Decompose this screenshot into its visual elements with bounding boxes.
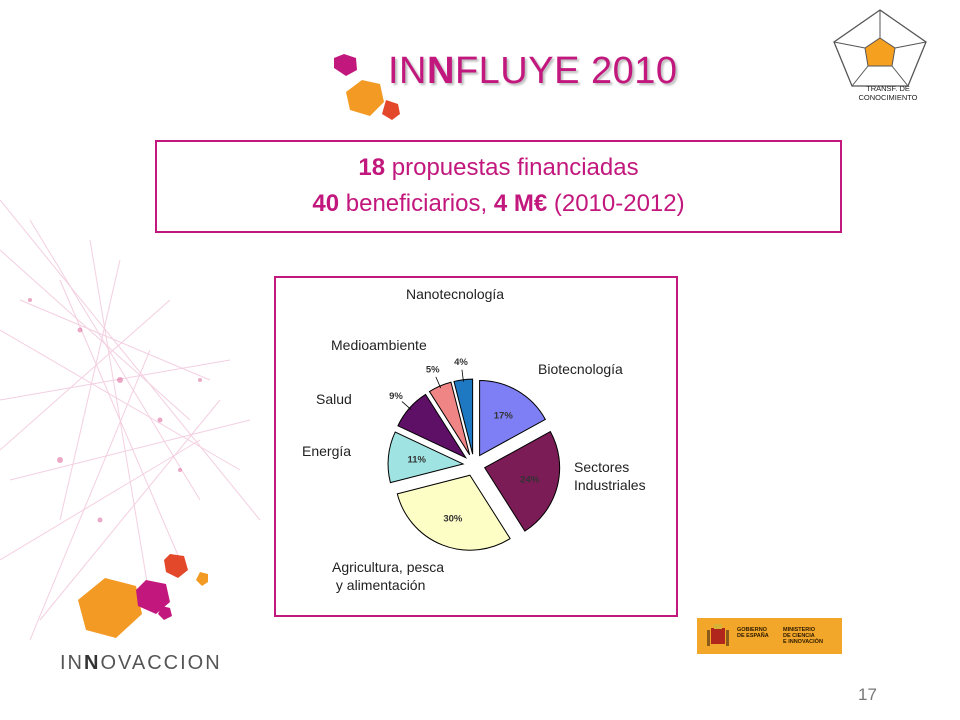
gov-spain-text: GOBIERNO DE ESPAÑA	[737, 627, 769, 639]
category-label-3: Energía	[302, 443, 351, 459]
pie-slice-3	[387, 431, 465, 484]
pct-label-3: 11%	[408, 455, 427, 466]
coat-of-arms-icon	[707, 624, 729, 646]
category-label-6: Nanotecnología	[406, 286, 504, 302]
pct-label-2: 30%	[443, 513, 463, 524]
category-label-1: Sectores Industriales	[574, 459, 646, 493]
ministry-text: MINISTERIO DE CIENCIA E INNOVACIÓN	[783, 627, 823, 645]
category-label-2: Agricultura, pesca y alimentación	[332, 559, 444, 593]
pct-label-5: 5%	[426, 365, 440, 376]
category-label-0: Biotecnología	[538, 361, 623, 377]
page-number: 17	[858, 685, 877, 704]
pie-chart-canvas: 17% Biotecnología 24% Sectores Industriales 3…	[302, 286, 646, 593]
leader-line-4	[401, 401, 412, 410]
pct-label-0: 17%	[494, 411, 514, 422]
pct-label-1: 24%	[520, 474, 540, 485]
slide-title: INNFLUYE 2010	[388, 50, 678, 92]
innovaccion-logo-shapes	[78, 554, 208, 638]
sector-pie-chart: 17% Biotecnología 24% Sectores Industriales 3…	[274, 276, 678, 617]
corner-logo-label: TRANSF. DE CONOCIMIENTO	[858, 84, 918, 102]
pie-slice-0	[479, 380, 547, 457]
pct-label-6: 4%	[454, 357, 468, 368]
pie-slice-1	[483, 430, 561, 532]
government-ministry-logo: GOBIERNO DE ESPAÑA MINISTERIO DE CIENCIA…	[697, 618, 842, 654]
knowledge-transfer-pentagon-icon	[833, 9, 927, 87]
leader-line-5	[435, 376, 442, 389]
title-decorative-shapes	[334, 54, 400, 120]
innovaccion-brand-text: INNOVACCION	[60, 652, 222, 674]
pie-slice-2	[396, 474, 511, 551]
proposals-line: 18 propuestas financiadas	[358, 154, 639, 181]
pct-label-4: 9%	[389, 391, 403, 402]
category-label-5: Medioambiente	[331, 337, 427, 353]
category-label-4: Salud	[316, 391, 352, 407]
leader-line-6	[461, 369, 464, 382]
funding-summary-box: 18 propuestas financiadas 40 beneficiari…	[155, 140, 842, 233]
beneficiaries-line: 40 beneficiarios, 4 M€ (2010-2012)	[312, 190, 685, 217]
